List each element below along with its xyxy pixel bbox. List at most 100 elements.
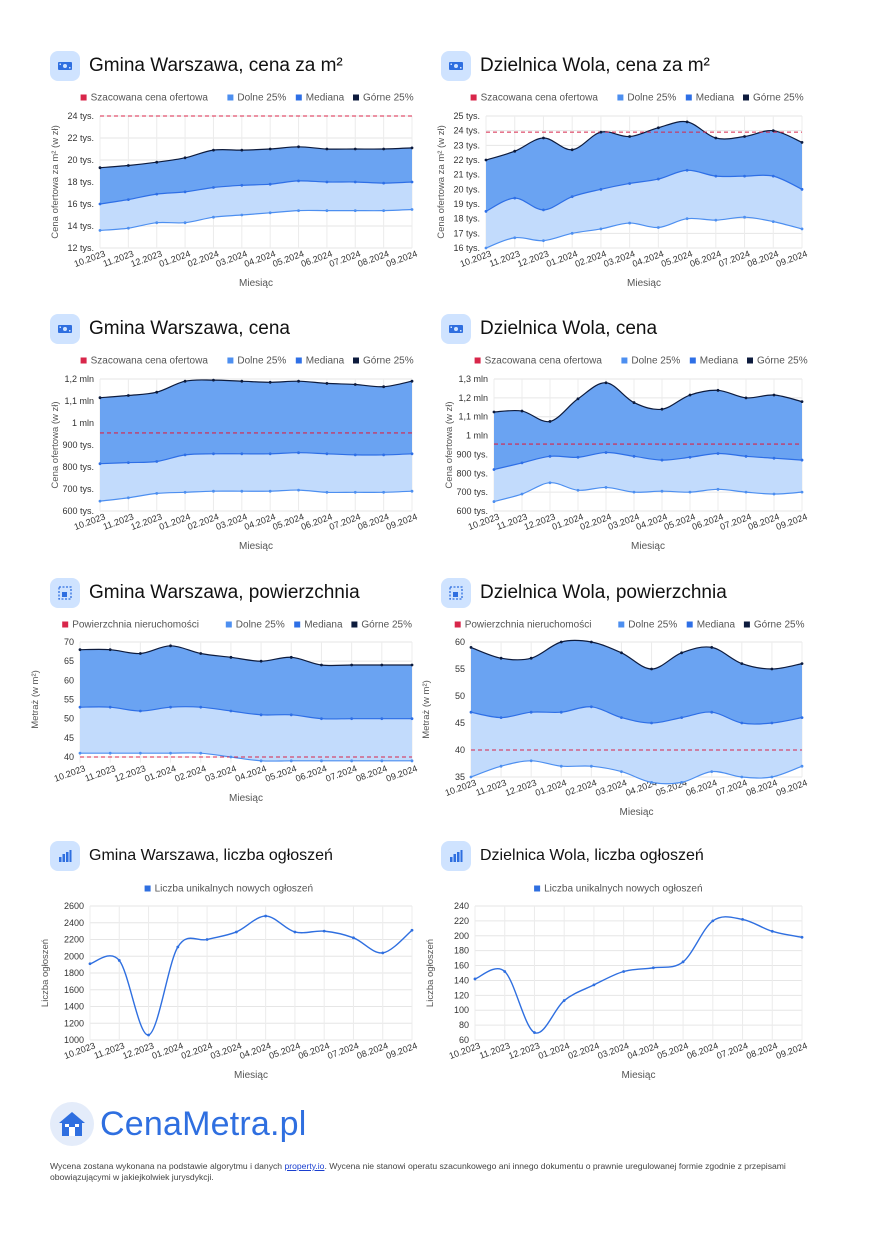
legend-item[interactable]: Dolne 25% [227, 356, 286, 367]
legend-item[interactable]: Górne 25% [353, 356, 414, 367]
point-median [350, 717, 354, 721]
legend-item[interactable]: Szacowana cena ofertowa [80, 356, 209, 367]
panel-header: Dzielnica Wola, liczba ogłoszeń [441, 840, 704, 872]
point-median [155, 460, 159, 463]
point-lower [484, 246, 488, 250]
point-upper [240, 379, 244, 383]
legend-label: Górne 25% [363, 93, 414, 104]
y-tick-label: 55 [455, 664, 465, 674]
point-median [155, 192, 159, 196]
point-median [740, 721, 744, 725]
point-lower [98, 229, 102, 232]
y-tick-label: 1,2 mln [64, 374, 94, 384]
point-lower [542, 239, 545, 243]
point-lower [78, 751, 82, 755]
legend-swatch [470, 94, 477, 101]
y-tick-label: 60 [455, 637, 465, 647]
point-lower [628, 221, 632, 225]
x-tick-label: 01.2024 [537, 1040, 571, 1061]
point-upper [126, 164, 130, 167]
point-median [548, 454, 552, 458]
point-lower [714, 218, 718, 222]
legend-swatch [747, 357, 753, 364]
point-lower [268, 211, 272, 215]
y-tick-label: 20 tys. [67, 155, 94, 165]
legend-item[interactable]: Górne 25% [351, 620, 412, 631]
point-upper [325, 147, 329, 151]
series-line-median [493, 451, 803, 471]
band-lower-median [486, 170, 802, 248]
point-median [212, 186, 215, 189]
point-median [353, 453, 357, 457]
point-upper [155, 160, 159, 164]
legend-item[interactable]: Dolne 25% [225, 620, 285, 631]
legend-swatch [686, 621, 693, 628]
legend-item[interactable]: Dolne 25% [227, 93, 286, 104]
y-tick-label: 60 [459, 1035, 469, 1045]
x-tick-label: 06.2024 [294, 763, 328, 784]
point-listings [503, 970, 507, 973]
point-listings [293, 930, 297, 934]
legend-item[interactable]: Górne 25% [743, 93, 804, 104]
bar-chart-icon [441, 841, 471, 871]
banknote-icon [50, 314, 80, 344]
band-median-upper [494, 382, 802, 470]
point-median [382, 181, 386, 185]
legend-label: Dolne 25% [628, 620, 677, 631]
point-median [520, 461, 524, 465]
legend-item[interactable]: Mediana [689, 356, 739, 367]
legend-item[interactable]: Górne 25% [743, 620, 805, 631]
point-lower [716, 487, 720, 491]
x-axis-title: Miesiąc [620, 807, 654, 818]
legend-item[interactable]: Górne 25% [353, 93, 414, 104]
point-lower [320, 759, 323, 763]
legend-item[interactable]: Mediana [295, 93, 345, 104]
legend-item[interactable]: Szacowana cena ofertowa [474, 356, 603, 367]
legend-item[interactable]: Mediana [686, 620, 736, 631]
y-tick-label: 23 tys. [453, 140, 480, 150]
property-io-link[interactable]: property.io [284, 1161, 325, 1171]
legend-item[interactable]: Powierzchnia nieruchomości [62, 620, 199, 631]
legend-item[interactable]: Dolne 25% [618, 620, 677, 631]
x-tick-label: 04.2024 [626, 1040, 660, 1061]
y-tick-label: 19 tys. [453, 199, 480, 209]
point-lower [559, 764, 563, 768]
point-upper [770, 667, 774, 671]
point-upper [353, 383, 357, 386]
point-lower [138, 751, 142, 755]
legend-item[interactable]: Liczba unikalnych nowych ogłoszeń [144, 884, 313, 895]
legend-item[interactable]: Szacowana cena ofertowa [470, 93, 599, 104]
legend-item[interactable]: Dolne 25% [617, 93, 676, 104]
point-lower [126, 496, 130, 500]
band-lower-median [100, 180, 412, 231]
disclaimer-text-end: . Wycena nie stanowi operatu szacunkoweg… [50, 1161, 786, 1182]
point-upper [212, 148, 215, 152]
legend-item[interactable]: Mediana [294, 620, 343, 631]
y-tick-label: 2000 [64, 951, 84, 961]
legend-label: Dolne 25% [236, 620, 285, 631]
y-tick-label: 900 tys. [62, 440, 94, 450]
point-upper [353, 147, 357, 151]
point-lower [108, 751, 112, 755]
point-median [469, 710, 473, 714]
legend-item[interactable]: Dolne 25% [621, 356, 680, 367]
legend-swatch [534, 885, 541, 892]
legend-item[interactable]: Liczba unikalnych nowych ogłoszeń [534, 884, 703, 895]
legend-item[interactable]: Mediana [295, 356, 345, 367]
point-listings [800, 935, 804, 939]
point-lower [548, 481, 552, 485]
point-upper [620, 651, 623, 655]
legend-label: Górne 25% [754, 620, 805, 631]
legend-swatch [294, 621, 301, 628]
legend-item[interactable]: Szacowana cena ofertowa [80, 93, 209, 104]
point-upper [126, 394, 130, 397]
point-median [604, 451, 608, 454]
point-upper [212, 378, 215, 382]
point-upper [688, 393, 692, 397]
legend-item[interactable]: Powierzchnia nieruchomości [454, 620, 592, 631]
legend-item[interactable]: Górne 25% [747, 356, 808, 367]
legend-item[interactable]: Mediana [685, 93, 735, 104]
point-lower [685, 217, 689, 221]
point-listings [473, 977, 477, 981]
point-lower [350, 759, 354, 763]
